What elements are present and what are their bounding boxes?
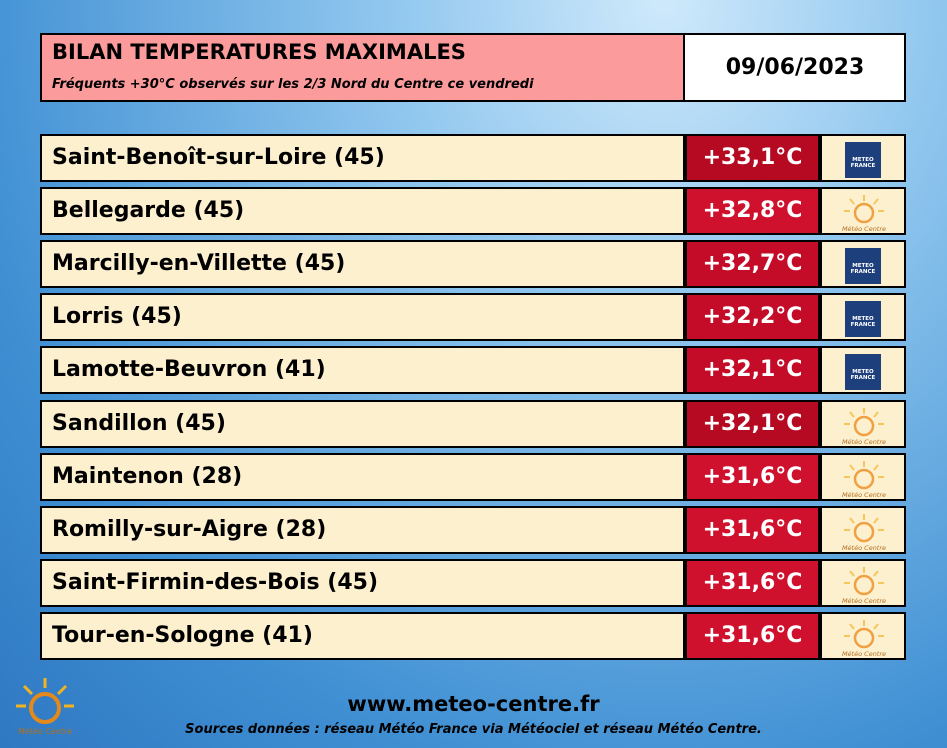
source-logo: METEO FRANCE: [820, 134, 906, 182]
temperature: +32,1°C: [685, 346, 820, 394]
sun: [836, 193, 892, 225]
meteo-centre-logo: Météo Centre: [836, 193, 892, 233]
meteo-france-logo: METEO FRANCE: [845, 354, 881, 390]
source-logo: Météo Centre: [820, 612, 906, 660]
station: Marcilly-en-Villette (45): [40, 240, 685, 288]
meteo-france-logo: METEO FRANCE: [845, 248, 881, 284]
station: Saint-Benoît-sur-Loire (45): [40, 134, 685, 182]
meteo-france-logo: METEO FRANCE: [845, 142, 881, 178]
meteo-centre-logo: Météo Centre: [836, 618, 892, 658]
station: Bellegarde (45): [40, 187, 685, 235]
temperature: +31,6°C: [685, 506, 820, 554]
logo-text: Météo Centre: [836, 650, 892, 658]
sun: [836, 459, 892, 491]
temperature: +32,1°C: [685, 400, 820, 448]
sun: [836, 406, 892, 438]
source-logo: Météo Centre: [820, 400, 906, 448]
sun: [836, 512, 892, 544]
logo-text: Météo Centre: [836, 491, 892, 499]
logo-text: Météo Centre: [836, 544, 892, 552]
temperature: +33,1°C: [685, 134, 820, 182]
sun: [836, 565, 892, 597]
source-logo: Météo Centre: [820, 187, 906, 235]
meteo-centre-logo: Météo Centre: [836, 406, 892, 446]
meteo-centre-logo: Météo Centre: [836, 459, 892, 499]
sun: [836, 618, 892, 650]
source-logo: METEO FRANCE: [820, 346, 906, 394]
source-logo: METEO FRANCE: [820, 293, 906, 341]
website: www.meteo-centre.fr: [0, 692, 947, 716]
source-logo: METEO FRANCE: [820, 240, 906, 288]
source-logo: Météo Centre: [820, 453, 906, 501]
subtitle: Fréquents +30°C observés sur les 2/3 Nor…: [52, 77, 534, 92]
temperature: +31,6°C: [685, 612, 820, 660]
meteo-france-logo: METEO FRANCE: [845, 301, 881, 337]
title: BILAN TEMPERATURES MAXIMALES: [52, 40, 466, 64]
temperature: +32,8°C: [685, 187, 820, 235]
station: Maintenon (28): [40, 453, 685, 501]
sources: Sources données : réseau Météo France vi…: [0, 722, 947, 737]
station: Romilly-sur-Aigre (28): [40, 506, 685, 554]
infographic: BILAN TEMPERATURES MAXIMALES Fréquents +…: [0, 0, 947, 748]
date: 09/06/2023: [685, 55, 905, 80]
temperature: +32,7°C: [685, 240, 820, 288]
meteo-centre-logo: Météo Centre: [836, 512, 892, 552]
temperature: +31,6°C: [685, 559, 820, 607]
temperature: +31,6°C: [685, 453, 820, 501]
station: Lamotte-Beuvron (41): [40, 346, 685, 394]
logo-text: Météo Centre: [836, 438, 892, 446]
station: Tour-en-Sologne (41): [40, 612, 685, 660]
station: Saint-Firmin-des-Bois (45): [40, 559, 685, 607]
temperature: +32,2°C: [685, 293, 820, 341]
logo-text: Météo Centre: [836, 225, 892, 233]
meteo-centre-logo: Météo Centre: [836, 565, 892, 605]
source-logo: Météo Centre: [820, 559, 906, 607]
station: Lorris (45): [40, 293, 685, 341]
source-logo: Météo Centre: [820, 506, 906, 554]
logo-text: Météo Centre: [836, 597, 892, 605]
station: Sandillon (45): [40, 400, 685, 448]
